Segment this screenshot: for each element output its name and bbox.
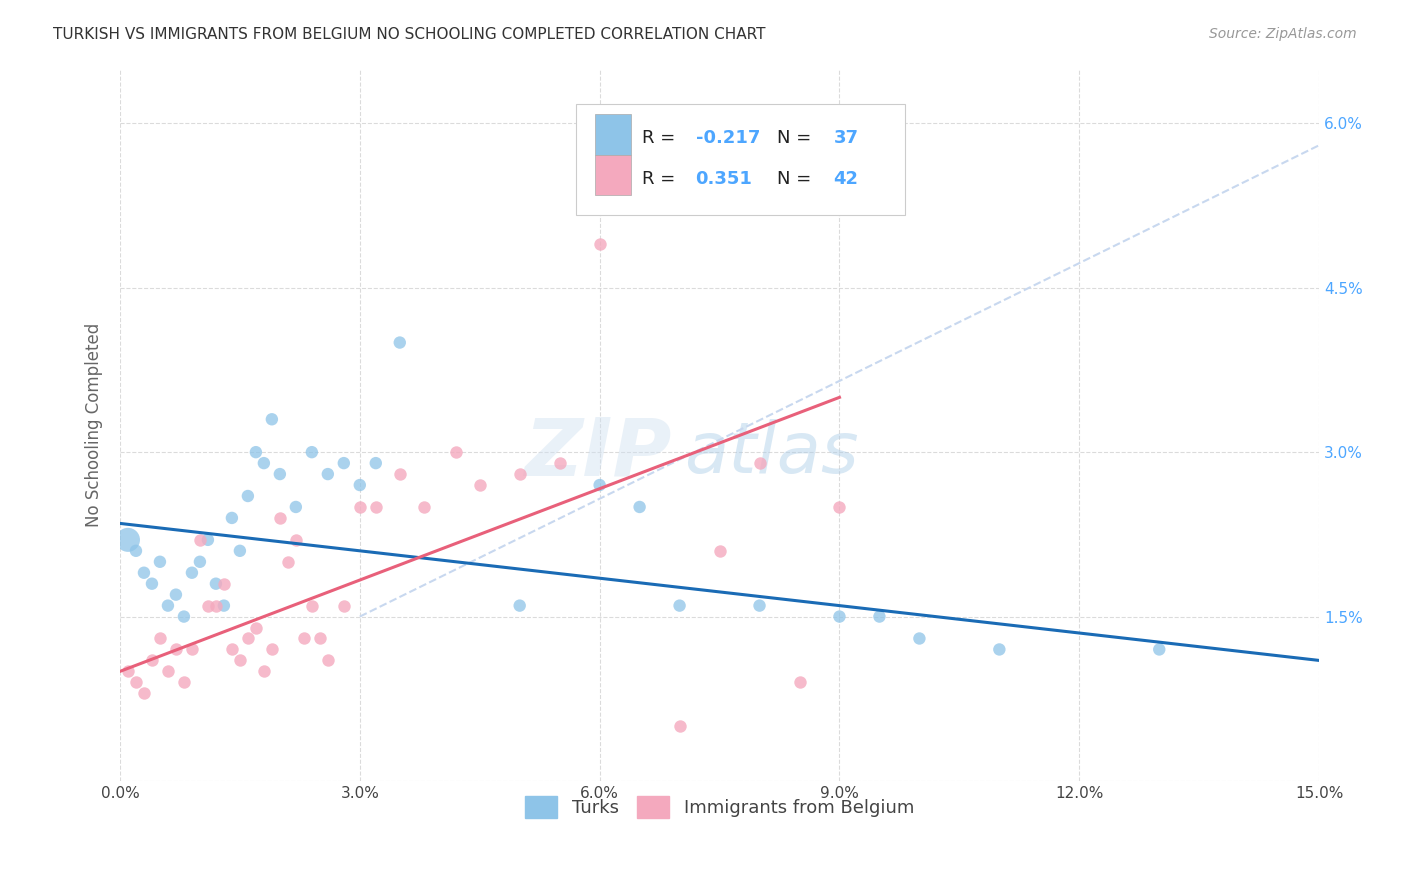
- FancyBboxPatch shape: [595, 154, 631, 195]
- Point: [132, 566, 155, 580]
- Point: [748, 599, 770, 613]
- Point: [197, 599, 219, 613]
- Point: [229, 544, 252, 558]
- Point: [173, 675, 195, 690]
- Point: [180, 566, 202, 580]
- Point: [301, 445, 323, 459]
- Point: [628, 500, 651, 514]
- Text: N =: N =: [778, 170, 817, 188]
- Point: [509, 599, 531, 613]
- Point: [284, 533, 307, 547]
- Point: [188, 533, 211, 547]
- Point: [908, 632, 931, 646]
- Point: [748, 456, 770, 470]
- Legend: Turks, Immigrants from Belgium: Turks, Immigrants from Belgium: [517, 789, 921, 825]
- Text: TURKISH VS IMMIGRANTS FROM BELGIUM NO SCHOOLING COMPLETED CORRELATION CHART: TURKISH VS IMMIGRANTS FROM BELGIUM NO SC…: [53, 27, 766, 42]
- Point: [333, 456, 356, 470]
- Text: 42: 42: [834, 170, 859, 188]
- Point: [245, 445, 267, 459]
- Point: [156, 599, 179, 613]
- Point: [284, 500, 307, 514]
- Point: [269, 511, 291, 525]
- Text: Source: ZipAtlas.com: Source: ZipAtlas.com: [1209, 27, 1357, 41]
- Point: [260, 412, 283, 426]
- Point: [301, 599, 323, 613]
- Point: [188, 555, 211, 569]
- Point: [212, 576, 235, 591]
- Point: [221, 511, 243, 525]
- Point: [316, 653, 339, 667]
- Point: [828, 609, 851, 624]
- Point: [197, 533, 219, 547]
- Point: [260, 642, 283, 657]
- Point: [205, 599, 228, 613]
- Point: [173, 609, 195, 624]
- Text: R =: R =: [641, 170, 686, 188]
- Point: [180, 642, 202, 657]
- Text: -0.217: -0.217: [696, 128, 761, 146]
- Y-axis label: No Schooling Completed: No Schooling Completed: [86, 323, 103, 527]
- Point: [364, 500, 387, 514]
- FancyBboxPatch shape: [595, 114, 631, 154]
- Point: [165, 588, 187, 602]
- Point: [868, 609, 890, 624]
- Point: [125, 675, 148, 690]
- Point: [709, 544, 731, 558]
- Point: [132, 686, 155, 700]
- Point: [141, 576, 163, 591]
- Point: [236, 632, 259, 646]
- Point: [236, 489, 259, 503]
- Point: [165, 642, 187, 657]
- Point: [253, 456, 276, 470]
- Point: [149, 555, 172, 569]
- Point: [388, 335, 411, 350]
- Point: [548, 456, 571, 470]
- Text: ZIP: ZIP: [524, 414, 672, 492]
- Point: [364, 456, 387, 470]
- Point: [117, 533, 139, 547]
- Point: [789, 675, 811, 690]
- Text: 37: 37: [834, 128, 859, 146]
- Point: [277, 555, 299, 569]
- Point: [468, 478, 491, 492]
- Point: [221, 642, 243, 657]
- Point: [988, 642, 1011, 657]
- Text: 0.351: 0.351: [696, 170, 752, 188]
- Point: [509, 467, 531, 481]
- Point: [212, 599, 235, 613]
- Point: [588, 236, 610, 251]
- Point: [125, 544, 148, 558]
- Point: [156, 665, 179, 679]
- Point: [668, 599, 690, 613]
- Point: [588, 478, 610, 492]
- Point: [316, 467, 339, 481]
- Point: [628, 128, 651, 142]
- Point: [205, 576, 228, 591]
- Point: [292, 632, 315, 646]
- Point: [229, 653, 252, 667]
- Point: [388, 467, 411, 481]
- Point: [245, 621, 267, 635]
- Point: [668, 719, 690, 733]
- Point: [1149, 642, 1171, 657]
- Point: [349, 478, 371, 492]
- Point: [828, 500, 851, 514]
- Text: R =: R =: [641, 128, 681, 146]
- Point: [349, 500, 371, 514]
- Point: [444, 445, 467, 459]
- Point: [253, 665, 276, 679]
- Point: [412, 500, 434, 514]
- Point: [269, 467, 291, 481]
- Point: [141, 653, 163, 667]
- Point: [333, 599, 356, 613]
- Point: [117, 665, 139, 679]
- Text: N =: N =: [778, 128, 817, 146]
- FancyBboxPatch shape: [575, 104, 905, 215]
- Point: [308, 632, 330, 646]
- Point: [149, 632, 172, 646]
- Text: atlas: atlas: [683, 418, 858, 488]
